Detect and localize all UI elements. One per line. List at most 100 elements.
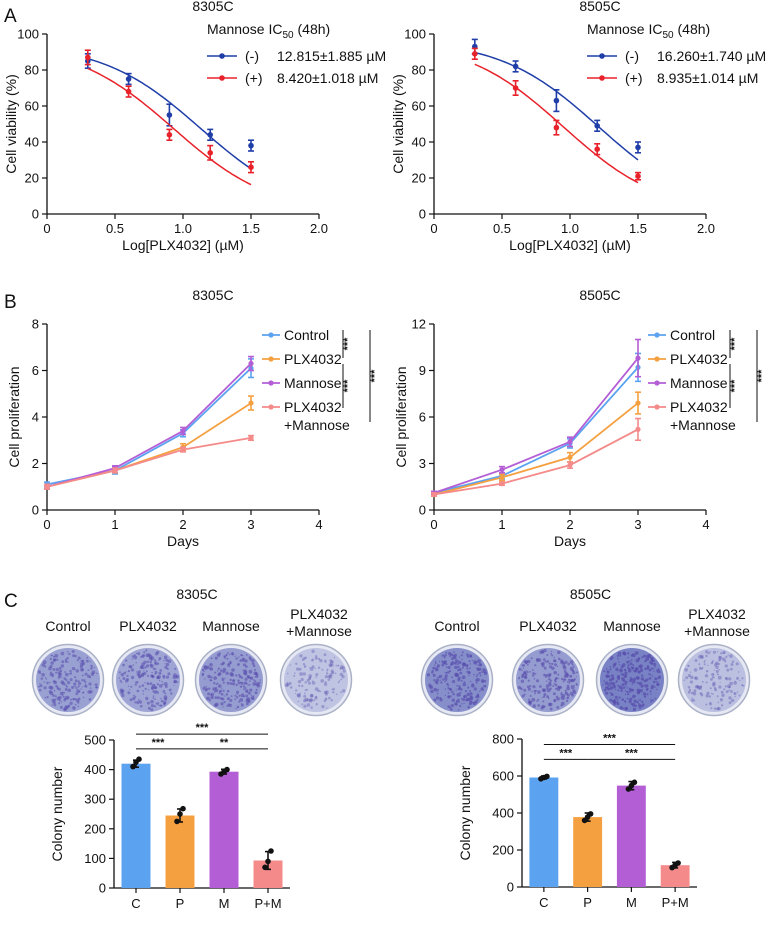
colony-dot (242, 669, 245, 672)
colony-dot (296, 693, 301, 697)
colony-dot (289, 686, 293, 689)
significance-label: *** (369, 369, 381, 383)
colony-dot (310, 706, 313, 709)
colony-dot (129, 698, 133, 702)
colony-dot (624, 706, 629, 711)
colony-dot (476, 695, 480, 699)
colony-dot (476, 673, 479, 676)
bar (660, 865, 690, 887)
colony-dot (67, 688, 72, 693)
dish-label: +Mannose (684, 623, 750, 639)
colony-dot (431, 671, 434, 674)
y-tick-label: 200 (84, 821, 106, 836)
colony-dot (229, 678, 232, 682)
colony-dot (319, 659, 323, 663)
colony-dot (634, 695, 636, 697)
colony-dot (629, 662, 633, 666)
colony-dot (614, 695, 618, 699)
colony-dot (205, 686, 207, 688)
colony-dot (712, 693, 714, 695)
colony-dot (54, 653, 59, 658)
data-point (553, 97, 560, 104)
colony-dot (239, 698, 244, 702)
y-tick-label: 800 (492, 732, 514, 747)
colony-dot (223, 655, 226, 658)
colony-dot (650, 699, 653, 702)
colony-dot (703, 663, 706, 666)
colony-dot (335, 693, 338, 696)
colony-dot (704, 659, 706, 662)
comparison-label: *** (196, 722, 210, 734)
colony-dot (458, 685, 461, 688)
colony-dot (240, 676, 244, 679)
colony-dot (52, 668, 56, 671)
colony-dot (95, 683, 98, 686)
data-point (166, 112, 173, 118)
colony-dot (521, 694, 525, 698)
colony-dot (548, 662, 551, 665)
colony-dot (150, 699, 154, 704)
series-line (46, 367, 252, 486)
colony-dot (165, 662, 170, 667)
colony-dot (650, 656, 654, 660)
colony-dot (563, 670, 567, 673)
colony-dot (618, 696, 621, 699)
colony-dot (527, 698, 530, 701)
colony-dot (52, 700, 56, 704)
data-point (567, 439, 573, 445)
colony-dot (563, 697, 566, 699)
colony-dot (252, 664, 256, 668)
colony-dot (302, 663, 306, 666)
colony-dot (298, 667, 302, 671)
colony-dot (90, 667, 93, 670)
colony-dot (446, 666, 448, 668)
colony-dot (526, 671, 529, 674)
x-tick-label: 3 (634, 517, 641, 532)
colony-dot (698, 666, 702, 670)
colony-dot (208, 687, 211, 690)
colony-dot (234, 694, 237, 697)
colony-dot (244, 677, 248, 681)
colony-dot (640, 674, 644, 677)
colony-dot (249, 688, 253, 692)
x-tick-label: 2 (566, 517, 573, 532)
x-tick-label: 1 (111, 517, 118, 532)
colony-dot (311, 649, 315, 653)
colony-dot (158, 704, 160, 707)
colony-dot (225, 653, 228, 656)
colony-dot (297, 693, 301, 698)
colony-dot (716, 695, 719, 698)
colony-dot (548, 678, 551, 681)
colony-dot (248, 669, 253, 674)
chart-title: 8305C (192, 0, 233, 14)
colony-dot (118, 671, 121, 674)
comparison-label: ** (220, 737, 229, 749)
colony-dot (689, 671, 692, 673)
colony-dot (60, 701, 63, 703)
colony-dot (460, 654, 463, 657)
colony-dot (451, 663, 454, 665)
colony-dot (738, 694, 741, 697)
colony-dot (638, 681, 643, 686)
colony-dot (724, 685, 727, 688)
colony-dot (337, 665, 340, 667)
colony-dot (518, 677, 520, 680)
colony-dot (447, 666, 451, 669)
colony-dot (655, 677, 659, 680)
chart-title: 8305C (176, 586, 217, 602)
colony-dot (465, 698, 468, 701)
colony-dot (144, 687, 147, 691)
colony-dot (70, 698, 72, 701)
x-tick-label: 1.0 (561, 221, 579, 236)
colony-dot (252, 682, 257, 686)
data-point (248, 164, 254, 170)
colony-dot (201, 668, 205, 672)
colony-dot (742, 684, 745, 687)
colony-dot (699, 685, 703, 688)
colony-dot (153, 705, 157, 708)
colony-dot (284, 683, 289, 688)
colony-dot (222, 689, 225, 692)
colony-dot (176, 681, 179, 683)
colony-dot (152, 695, 155, 697)
colony-dot (617, 670, 619, 672)
